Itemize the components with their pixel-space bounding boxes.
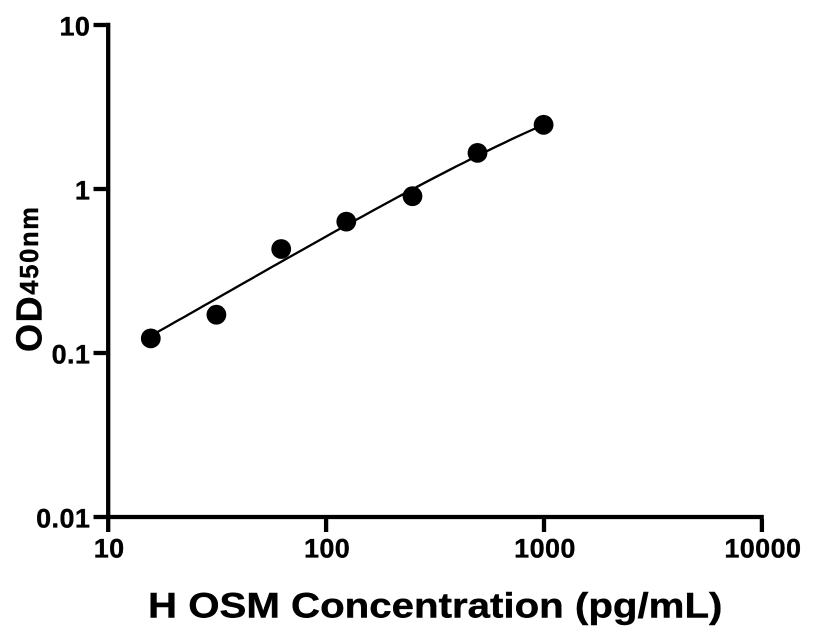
svg-text:10: 10 [59, 11, 90, 41]
svg-text:0.1: 0.1 [52, 339, 91, 369]
svg-text:0.01: 0.01 [36, 503, 90, 533]
svg-text:OD450nm: OD450nm [9, 205, 50, 352]
svg-text:10: 10 [94, 533, 125, 563]
svg-text:100: 100 [304, 533, 350, 563]
svg-text:1: 1 [75, 175, 90, 205]
svg-text:10000: 10000 [724, 533, 801, 563]
svg-text:H OSM Concentration (pg/mL): H OSM Concentration (pg/mL) [148, 586, 722, 625]
svg-text:1000: 1000 [514, 533, 576, 563]
